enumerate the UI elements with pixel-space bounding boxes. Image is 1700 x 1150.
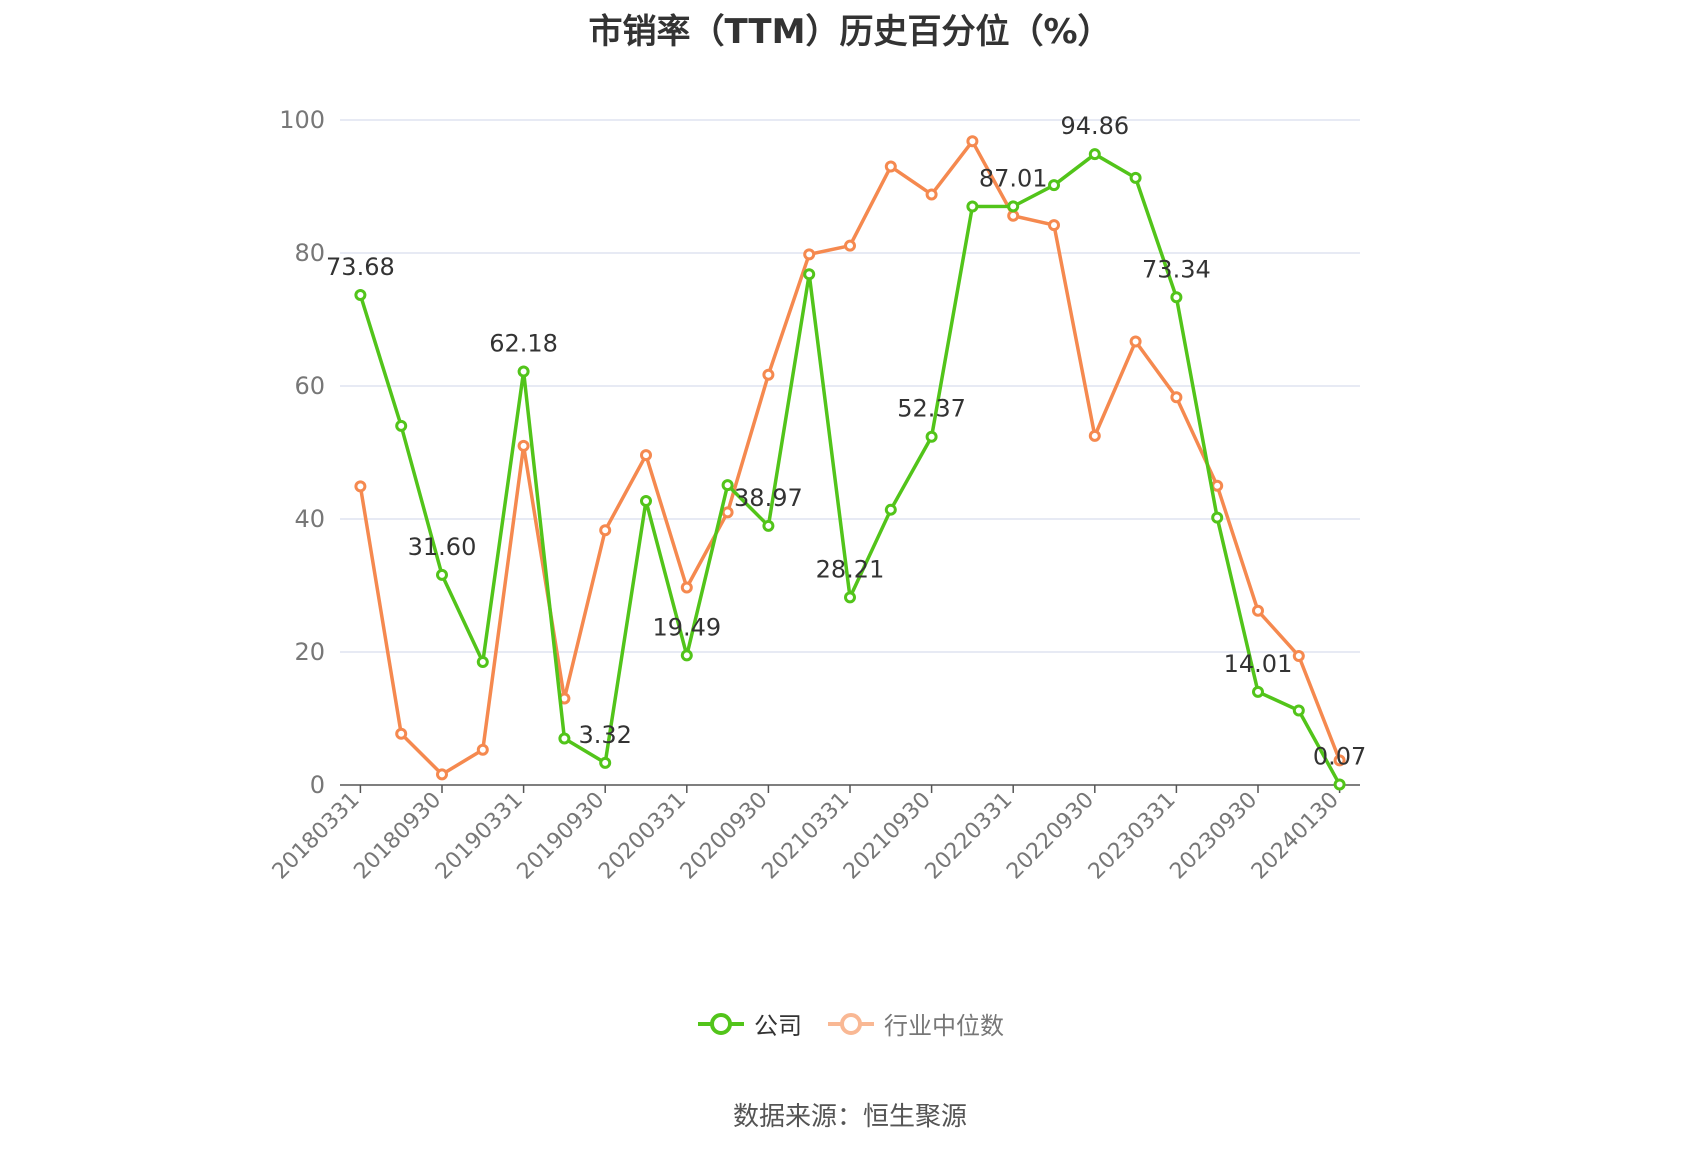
legend-item-industry[interactable]: 行业中位数 xyxy=(826,1006,1004,1041)
series-layer xyxy=(354,135,1346,791)
data-label: 3.32 xyxy=(578,721,631,749)
data-point-company[interactable] xyxy=(476,655,489,668)
data-point-company[interactable] xyxy=(1333,778,1346,791)
legend-industry-marker-icon xyxy=(828,1012,874,1035)
data-label: 19.49 xyxy=(652,613,721,641)
data-point-industry[interactable] xyxy=(1211,479,1224,492)
data-point-company[interactable] xyxy=(436,568,448,581)
x-tick-label: 20220331 xyxy=(921,788,1018,885)
x-tick-label: 20220930 xyxy=(1002,788,1099,885)
data-label: 0.07 xyxy=(1313,743,1366,771)
data-point-industry[interactable] xyxy=(476,743,489,756)
data-point-industry[interactable] xyxy=(1048,219,1060,232)
data-point-industry[interactable] xyxy=(599,524,612,537)
x-tick-label: 20210331 xyxy=(757,788,854,885)
data-point-industry[interactable] xyxy=(884,160,897,173)
legend-label-industry: 行业中位数 xyxy=(884,1012,1004,1040)
data-point-industry[interactable] xyxy=(395,727,408,740)
legend-label-company: 公司 xyxy=(754,1012,802,1040)
legend: 公司 行业中位数 xyxy=(0,1006,1700,1041)
chart-title: 市销率（TTM）历史百分位（%） xyxy=(588,12,1112,52)
data-point-industry[interactable] xyxy=(1007,209,1020,222)
data-point-company[interactable] xyxy=(1292,704,1305,717)
x-tick-label: 20230331 xyxy=(1084,788,1181,885)
data-point-industry[interactable] xyxy=(844,239,856,252)
data-point-company[interactable] xyxy=(803,268,816,281)
data-point-company[interactable] xyxy=(1211,511,1224,524)
x-tick-label: 20200331 xyxy=(594,788,691,885)
x-tick-label: 20180930 xyxy=(349,788,446,885)
legend-item-company[interactable]: 公司 xyxy=(696,1006,802,1041)
data-point-company[interactable] xyxy=(884,503,897,516)
data-point-industry[interactable] xyxy=(1333,754,1346,767)
data-point-company[interactable] xyxy=(1252,685,1264,698)
data-point-industry[interactable] xyxy=(1088,429,1101,442)
x-tick-label: 20180331 xyxy=(268,788,365,885)
grid-lines xyxy=(340,119,1360,653)
data-label: 94.86 xyxy=(1060,112,1129,140)
data-point-company[interactable] xyxy=(1088,148,1101,161)
data-point-industry[interactable] xyxy=(803,248,816,261)
source-note: 数据来源：恒生聚源 xyxy=(732,1102,967,1132)
data-point-industry[interactable] xyxy=(436,768,448,781)
data-point-industry[interactable] xyxy=(640,449,652,462)
x-tick-label: 20200930 xyxy=(676,788,773,885)
data-point-company[interactable] xyxy=(925,430,938,443)
data-label: 73.68 xyxy=(326,253,395,281)
data-point-company[interactable] xyxy=(517,365,530,378)
series-line-industry xyxy=(358,139,1342,777)
data-point-company[interactable] xyxy=(966,200,979,213)
data-label: 87.01 xyxy=(979,164,1048,192)
data-point-company[interactable] xyxy=(599,756,612,769)
data-point-company[interactable] xyxy=(721,479,734,492)
data-point-industry[interactable] xyxy=(1129,335,1142,348)
x-tick-label: 20230930 xyxy=(1165,788,1262,885)
y-tick-label: 40 xyxy=(294,505,325,533)
y-tick-label: 0 xyxy=(310,771,325,799)
data-point-industry[interactable] xyxy=(680,581,693,594)
x-tick-label: 20240130 xyxy=(1247,788,1344,885)
line-chart: 0 20 40 60 80 100 2018033120180930201903312019… xyxy=(268,106,1367,884)
data-point-industry[interactable] xyxy=(1252,604,1264,617)
data-point-company[interactable] xyxy=(1007,200,1020,213)
x-tick-label: 20190331 xyxy=(431,788,528,885)
data-point-industry[interactable] xyxy=(762,368,775,381)
data-point-company[interactable] xyxy=(762,519,775,532)
data-point-company[interactable] xyxy=(395,419,408,432)
legend-company-marker-icon xyxy=(698,1012,744,1035)
data-point-industry[interactable] xyxy=(1292,649,1305,662)
data-point-industry[interactable] xyxy=(966,135,979,148)
y-tick-label: 20 xyxy=(294,638,325,666)
data-point-industry[interactable] xyxy=(1170,391,1183,404)
data-label: 73.34 xyxy=(1142,255,1211,283)
data-point-industry[interactable] xyxy=(354,480,367,493)
x-tick-label: 20210930 xyxy=(839,788,936,885)
data-point-company[interactable] xyxy=(1129,171,1142,184)
data-point-industry[interactable] xyxy=(517,439,530,452)
data-point-company[interactable] xyxy=(1170,291,1183,304)
data-point-company[interactable] xyxy=(354,289,367,302)
data-point-company[interactable] xyxy=(1048,179,1060,192)
data-point-industry[interactable] xyxy=(925,188,938,201)
data-point-company[interactable] xyxy=(558,732,571,745)
data-labels: 73.68 31.60 62.18 3.32 19.49 38.97 28.21 52.37 8… xyxy=(326,112,1366,770)
data-point-company[interactable] xyxy=(680,649,693,662)
y-tick-label: 100 xyxy=(279,106,325,134)
data-label: 31.60 xyxy=(408,533,477,561)
data-point-company[interactable] xyxy=(844,591,856,604)
axes: 0 20 40 60 80 100 2018033120180930201903312019… xyxy=(268,106,1360,884)
x-tick-label: 20190930 xyxy=(513,788,610,885)
data-point-industry[interactable] xyxy=(721,506,734,519)
y-tick-label: 60 xyxy=(294,372,325,400)
data-label: 38.97 xyxy=(734,484,803,512)
data-point-company[interactable] xyxy=(640,495,652,508)
y-tick-label: 80 xyxy=(294,239,325,267)
data-label: 62.18 xyxy=(489,330,558,358)
data-label: 52.37 xyxy=(897,395,966,423)
data-label: 28.21 xyxy=(816,555,885,583)
data-label: 14.01 xyxy=(1224,650,1293,678)
